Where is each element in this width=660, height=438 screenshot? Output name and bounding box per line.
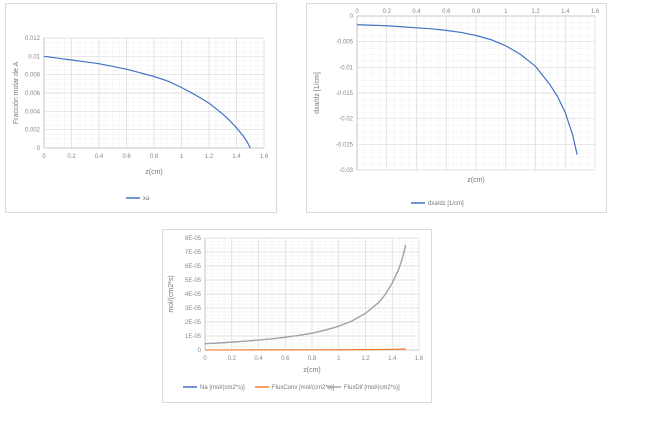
x-tick-label: 1 — [180, 154, 184, 160]
series-line — [356, 24, 578, 155]
x-tick-label: 0 — [355, 9, 359, 15]
x-tick-label: 0.6 — [281, 356, 290, 362]
y-axis-title: Fracción molar de A — [13, 62, 20, 125]
x-tick-label: 1.2 — [361, 356, 370, 362]
x-tick-label: 0.6 — [122, 154, 131, 160]
chart-dxadz-vs-z: 0 0.2 0.4 0.6 0.8 1 1.2 1.4 1.6 0 -0.005 -0.01 -0.01… — [306, 3, 607, 213]
x-tick-label: 0.2 — [67, 154, 76, 160]
y-tick-label: -0.025 — [336, 142, 354, 148]
legend-label: FluxDif [mol/(cm2*s)] — [344, 385, 400, 391]
x-axis-title: z(cm) — [145, 169, 163, 176]
y-tick-label: 0 — [37, 146, 41, 152]
x-tick-label: 0.4 — [254, 356, 263, 362]
y-tick-label: -0.02 — [339, 117, 353, 123]
y-tick-label: 0 — [350, 14, 354, 20]
y-tick-label: 0.004 — [25, 109, 41, 115]
y-tick-label: -0.005 — [336, 40, 354, 46]
x-tick-label: 1.6 — [260, 154, 269, 160]
chart-flux-vs-z: 0 0.2 0.4 0.6 0.8 1 1.2 1.4 1.6 0 1E-05 2E-05 3E-05 4… — [162, 229, 432, 403]
y-tick-label: 0.006 — [25, 91, 41, 97]
y-tick-label: 1E-05 — [185, 334, 202, 340]
x-tick-label: 1.6 — [591, 9, 600, 15]
legend-label: xa — [143, 196, 150, 202]
y-axis-title: dxa/dz [1/cm] — [314, 72, 321, 114]
y-tick-label: 8E-05 — [185, 236, 202, 242]
x-tick-label: 1.6 — [415, 356, 424, 362]
y-tick-label: 4E-05 — [185, 292, 202, 298]
y-tick-label: 0 — [198, 348, 202, 354]
y-tick-label: -0.015 — [336, 91, 354, 97]
series-line — [204, 244, 407, 345]
x-tick-label: 1.2 — [531, 9, 540, 15]
x-tick-label: 0.4 — [412, 9, 421, 15]
x-tick-label: 1.4 — [561, 9, 570, 15]
x-tick-label: 0.8 — [150, 154, 159, 160]
y-tick-label: -0.01 — [339, 65, 353, 71]
x-tick-label: 0.6 — [442, 9, 451, 15]
x-tick-label: 0.8 — [472, 9, 481, 15]
chart-xa-svg: 0 0.2 0.4 0.6 0.8 1 1.2 1.4 1.6 0 0.002 0.004 0.006 0… — [13, 36, 269, 202]
x-axis-title: z(cm) — [467, 177, 485, 184]
x-tick-label: 0.2 — [228, 356, 237, 362]
x-tick-label: 0 — [203, 356, 207, 362]
y-tick-label: 0.008 — [25, 73, 41, 79]
chart-flux-svg: 0 0.2 0.4 0.6 0.8 1 1.2 1.4 1.6 0 1E-05 2E-05 3E-05 4… — [168, 236, 424, 391]
x-tick-label: 0.8 — [308, 356, 317, 362]
y-tick-label: 0.012 — [25, 36, 41, 42]
x-tick-label: 1.4 — [388, 356, 397, 362]
y-tick-label: 2E-05 — [185, 320, 202, 326]
y-tick-label: 6E-05 — [185, 264, 202, 270]
legend-label: FluxConv [mol/(cm2*s)] — [272, 385, 335, 391]
y-tick-label: 5E-05 — [185, 278, 202, 284]
legend-label: Na [mol/(cm2*s)] — [200, 385, 245, 391]
x-tick-label: 1.4 — [232, 154, 241, 160]
series-line — [204, 348, 406, 351]
x-tick-label: 0.4 — [95, 154, 104, 160]
chart-dxadz-svg: 0 0.2 0.4 0.6 0.8 1 1.2 1.4 1.6 0 -0.005 -0.01 -0.01… — [314, 9, 600, 207]
y-tick-label: 3E-05 — [185, 306, 202, 312]
chart-xa-vs-z: 0 0.2 0.4 0.6 0.8 1 1.2 1.4 1.6 0 0.002 0.004 0.006 0… — [5, 3, 277, 213]
x-tick-label: 0 — [42, 154, 46, 160]
y-tick-label: 7E-05 — [185, 250, 202, 256]
x-tick-label: 1 — [337, 356, 341, 362]
y-axis-title: mol/(cm2*s) — [168, 275, 175, 312]
y-tick-label: -0.03 — [339, 168, 353, 174]
x-tick-label: 1.2 — [205, 154, 214, 160]
series-line — [43, 55, 251, 149]
x-tick-label: 1 — [504, 9, 508, 15]
x-tick-label: 0.2 — [383, 9, 392, 15]
y-tick-label: 0.002 — [25, 128, 41, 134]
x-axis-title: z(cm) — [303, 367, 321, 374]
y-tick-label: 0.01 — [28, 54, 40, 60]
legend-label: dxa/dz [1/cm] — [428, 201, 464, 207]
